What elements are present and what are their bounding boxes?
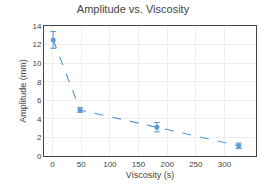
svg-text:50: 50 <box>77 160 86 169</box>
svg-text:250: 250 <box>189 160 203 169</box>
svg-text:12: 12 <box>32 40 41 49</box>
svg-text:Amplitude vs. Viscosity: Amplitude vs. Viscosity <box>77 3 190 15</box>
svg-text:Viscosity (s): Viscosity (s) <box>126 170 174 180</box>
svg-text:Amplitude (mm): Amplitude (mm) <box>18 59 28 123</box>
svg-text:14: 14 <box>32 22 41 31</box>
svg-text:4: 4 <box>37 115 42 124</box>
svg-text:300: 300 <box>218 160 232 169</box>
svg-text:8: 8 <box>37 78 42 87</box>
svg-text:150: 150 <box>132 160 146 169</box>
svg-text:10: 10 <box>32 59 41 68</box>
svg-text:2: 2 <box>37 133 42 142</box>
svg-text:100: 100 <box>103 160 117 169</box>
svg-text:0: 0 <box>37 152 42 161</box>
svg-text:0: 0 <box>50 160 55 169</box>
svg-text:6: 6 <box>37 96 42 105</box>
svg-text:200: 200 <box>161 160 175 169</box>
